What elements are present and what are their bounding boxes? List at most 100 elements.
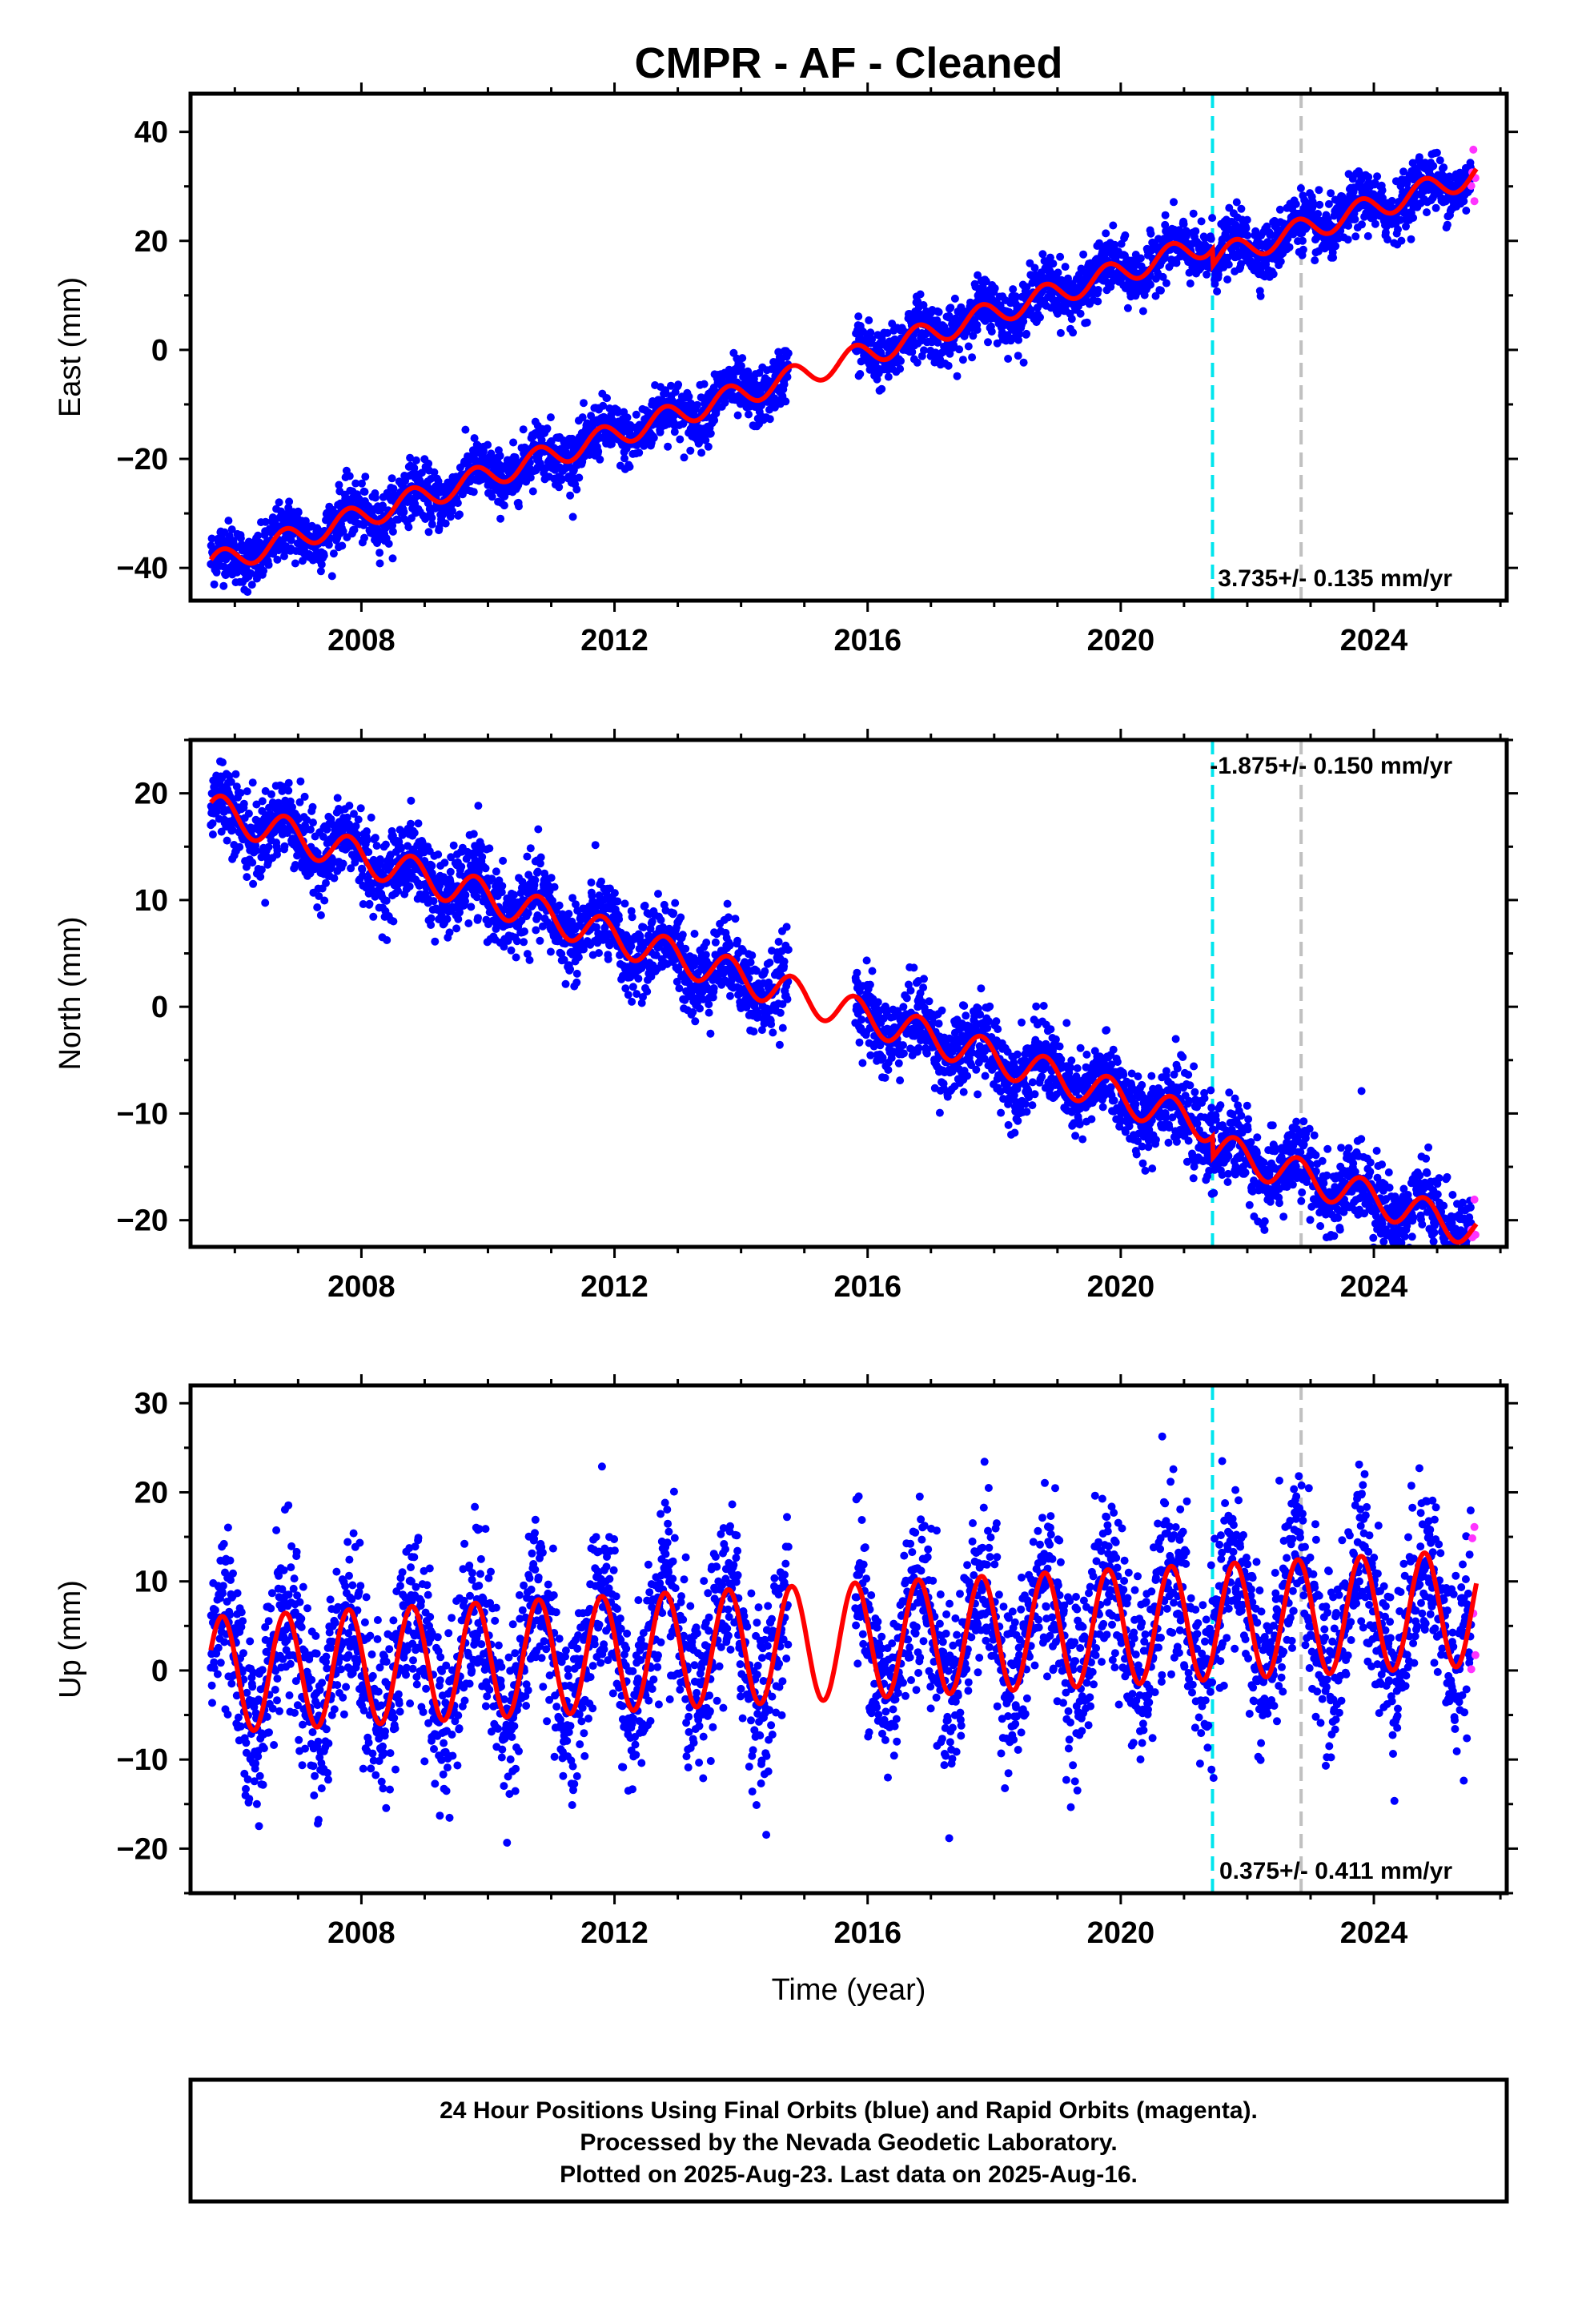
series-final-orbits xyxy=(207,148,1476,597)
data-point xyxy=(654,890,662,899)
data-point xyxy=(280,552,288,561)
data-point xyxy=(470,434,479,443)
data-point xyxy=(706,1029,715,1038)
data-point xyxy=(1431,203,1440,212)
data-point xyxy=(550,883,559,891)
data-point xyxy=(389,917,398,926)
data-point xyxy=(257,865,266,874)
data-point xyxy=(950,294,959,303)
data-point xyxy=(484,440,492,449)
data-point xyxy=(227,778,235,786)
data-point xyxy=(339,859,347,868)
data-point xyxy=(487,449,496,458)
data-point xyxy=(913,358,921,367)
data-point xyxy=(555,901,564,910)
data-point xyxy=(780,380,789,388)
data-point xyxy=(299,557,307,565)
data-point xyxy=(379,501,387,510)
data-point xyxy=(358,479,366,488)
data-point xyxy=(604,955,612,963)
data-point xyxy=(339,527,347,536)
data-point xyxy=(564,910,573,918)
data-point xyxy=(400,508,408,517)
data-point xyxy=(968,353,977,362)
data-point xyxy=(958,356,967,364)
data-point xyxy=(664,442,673,451)
data-point xyxy=(1014,352,1022,360)
plot-area xyxy=(207,740,1480,1247)
data-point xyxy=(212,568,221,577)
data-point xyxy=(671,899,680,907)
data-point xyxy=(316,911,325,919)
data-point xyxy=(1402,222,1410,231)
data-point xyxy=(757,401,765,410)
data-point xyxy=(781,397,790,406)
data-point xyxy=(706,429,715,438)
data-point xyxy=(1358,220,1366,229)
data-point xyxy=(526,844,535,853)
data-point xyxy=(897,356,905,365)
data-point xyxy=(896,364,905,373)
data-point xyxy=(669,909,678,918)
data-point xyxy=(384,540,393,548)
data-point xyxy=(335,480,343,489)
data-point xyxy=(737,361,745,370)
data-point xyxy=(443,915,452,923)
data-point xyxy=(356,804,365,813)
data-point xyxy=(1237,259,1245,268)
data-point xyxy=(866,328,875,337)
data-point xyxy=(235,842,244,851)
x-tick-label: 2020 xyxy=(1087,624,1155,657)
data-point xyxy=(1224,260,1233,269)
data-point xyxy=(324,541,333,549)
data-point xyxy=(1364,173,1373,181)
data-point xyxy=(984,338,992,347)
data-point xyxy=(498,882,507,891)
data-point xyxy=(704,442,713,451)
data-point xyxy=(625,462,634,471)
data-point xyxy=(784,349,793,358)
data-point xyxy=(1015,330,1024,338)
data-point xyxy=(481,864,490,873)
data-point xyxy=(453,499,462,508)
data-point xyxy=(469,830,478,838)
data-point xyxy=(387,474,396,483)
data-point xyxy=(596,455,604,464)
data-point xyxy=(1172,259,1181,267)
data-point xyxy=(507,946,516,955)
data-point xyxy=(365,899,374,908)
data-point xyxy=(1079,250,1088,259)
data-point xyxy=(354,815,363,824)
data-point xyxy=(317,560,326,569)
data-point xyxy=(634,975,643,983)
data-point xyxy=(1189,209,1198,218)
data-point xyxy=(950,341,958,350)
data-point xyxy=(1423,208,1431,217)
data-point xyxy=(610,889,619,898)
data-point xyxy=(424,459,433,468)
plot-area xyxy=(207,94,1480,601)
data-point xyxy=(1061,263,1070,271)
data-point xyxy=(537,436,546,444)
data-point xyxy=(388,521,397,530)
data-point xyxy=(295,798,304,806)
data-point xyxy=(1019,317,1028,326)
data-point xyxy=(243,588,252,597)
data-point xyxy=(868,335,877,344)
data-point xyxy=(566,491,575,500)
data-point xyxy=(496,452,504,460)
data-point xyxy=(681,944,690,953)
data-point xyxy=(430,468,439,476)
data-point xyxy=(375,855,384,863)
data-point xyxy=(414,819,423,828)
data-point xyxy=(306,825,315,834)
data-point xyxy=(456,908,464,917)
data-point xyxy=(572,969,581,978)
x-tick-label: 2008 xyxy=(327,624,396,657)
data-point xyxy=(381,840,390,849)
data-point xyxy=(361,472,370,481)
data-point xyxy=(628,997,636,1006)
data-point xyxy=(1121,231,1130,239)
data-point xyxy=(485,844,494,853)
data-point xyxy=(1161,211,1170,219)
